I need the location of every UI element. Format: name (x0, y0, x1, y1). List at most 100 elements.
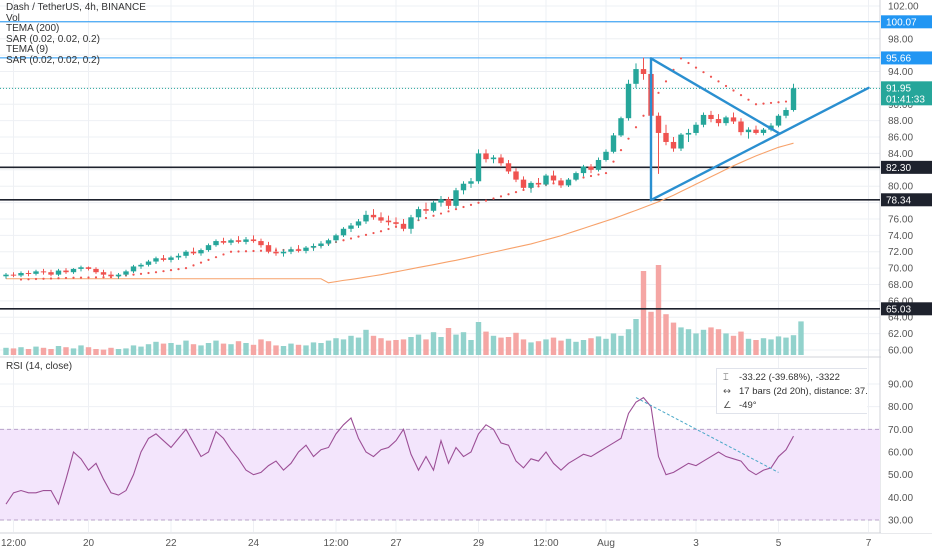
candle-body[interactable] (655, 115, 662, 133)
candle-body[interactable] (310, 245, 317, 248)
candle-body[interactable] (100, 272, 107, 275)
candle-body[interactable] (490, 157, 497, 160)
candle-body[interactable] (250, 239, 257, 242)
candle-body[interactable] (550, 175, 557, 181)
candle-body[interactable] (520, 179, 527, 188)
rsi-trend-measure-line[interactable] (635, 397, 779, 473)
candle-body[interactable] (85, 267, 92, 269)
candle-body[interactable] (145, 261, 152, 265)
candle-body[interactable] (483, 153, 489, 160)
candle-body[interactable] (198, 250, 204, 254)
candle-body[interactable] (295, 249, 302, 251)
legend-vol[interactable]: Vol (6, 12, 20, 24)
candle-body[interactable] (738, 121, 744, 133)
candle-body[interactable] (340, 228, 347, 236)
candle-body[interactable] (453, 190, 459, 206)
candle-body[interactable] (160, 258, 167, 260)
horizontal-levels[interactable] (0, 21, 880, 310)
candle-body[interactable] (760, 129, 767, 133)
candle-body[interactable] (708, 114, 714, 120)
candle-body[interactable] (325, 240, 332, 244)
candle-body[interactable] (205, 245, 212, 251)
candle-body[interactable] (595, 159, 602, 170)
candle-body[interactable] (385, 220, 392, 223)
candle-body[interactable] (348, 225, 354, 229)
candle-body[interactable] (10, 274, 17, 276)
candle-body[interactable] (633, 69, 639, 84)
candle-body[interactable] (220, 241, 227, 243)
candle-body[interactable] (63, 270, 69, 273)
candle-body[interactable] (625, 83, 632, 119)
candle-body[interactable] (355, 221, 362, 226)
candle-body[interactable] (775, 115, 782, 126)
candle-body[interactable] (663, 132, 669, 142)
legend-sar2[interactable]: SAR (0.02, 0.02, 0.2) (6, 54, 100, 66)
triangle-trendline[interactable] (649, 86, 870, 202)
candle-body[interactable] (138, 264, 144, 267)
candle-body[interactable] (400, 223, 407, 229)
candle-body[interactable] (3, 274, 9, 277)
candle-body[interactable] (213, 241, 219, 246)
candle-body[interactable] (130, 266, 137, 272)
candle-body[interactable] (93, 268, 99, 273)
trendlines[interactable] (649, 57, 870, 202)
candle-body[interactable] (123, 271, 129, 275)
candle-body[interactable] (108, 274, 114, 277)
legend-tema9[interactable]: TEMA (9) (6, 44, 49, 55)
candle-body[interactable] (588, 166, 594, 170)
candle-body[interactable] (580, 166, 587, 174)
candle-body[interactable] (468, 181, 474, 184)
candle-body[interactable] (603, 151, 609, 160)
candle-body[interactable] (243, 239, 249, 242)
candle-body[interactable] (678, 134, 684, 149)
candle-body[interactable] (33, 271, 39, 274)
candle-body[interactable] (48, 272, 54, 275)
candle-body[interactable] (610, 135, 617, 152)
candle-body[interactable] (543, 175, 549, 185)
candle-body[interactable] (318, 243, 324, 246)
candle-body[interactable] (18, 273, 24, 276)
rsi-title[interactable]: RSI (14, close) (6, 361, 73, 372)
candle-body[interactable] (303, 247, 309, 251)
candle-body[interactable] (363, 214, 369, 222)
candle-body[interactable] (55, 270, 62, 275)
candle-body[interactable] (423, 209, 429, 211)
candle-body[interactable] (700, 114, 707, 125)
candle-body[interactable] (685, 132, 692, 135)
candle-body[interactable] (528, 182, 534, 188)
triangle-trendline[interactable] (649, 57, 780, 135)
candle-body[interactable] (640, 69, 647, 74)
candle-body[interactable] (175, 255, 182, 258)
candle-body[interactable] (153, 258, 159, 262)
candle-body[interactable] (783, 110, 789, 116)
candle-body[interactable] (753, 129, 759, 133)
time-axis[interactable]: 12:00 20 22 24 12:00 27 29 12:00 Aug 3 5 7 (1, 538, 872, 549)
candle-body[interactable] (228, 240, 234, 243)
candle-body[interactable] (723, 117, 729, 124)
candle-body[interactable] (730, 117, 737, 122)
candle-body[interactable] (438, 199, 444, 203)
candle-body[interactable] (78, 267, 84, 269)
candle-body[interactable] (190, 251, 197, 254)
candle-body[interactable] (460, 183, 467, 191)
candle-body[interactable] (445, 199, 452, 206)
candle-body[interactable] (408, 217, 414, 229)
candle-body[interactable] (670, 141, 677, 149)
candle-body[interactable] (475, 153, 482, 182)
candle-body[interactable] (693, 124, 699, 133)
candle-body[interactable] (715, 119, 722, 124)
candle-body[interactable] (378, 217, 384, 221)
candle-body[interactable] (70, 268, 77, 273)
candle-body[interactable] (513, 171, 519, 180)
candle-body[interactable] (618, 118, 624, 136)
candle-body[interactable] (745, 129, 752, 133)
candle-body[interactable] (505, 163, 512, 172)
candle-body[interactable] (115, 274, 122, 277)
candle-body[interactable] (25, 273, 32, 275)
candle-body[interactable] (790, 88, 797, 111)
candle-body[interactable] (40, 271, 47, 273)
candle-body[interactable] (273, 251, 279, 254)
candle-body[interactable] (288, 249, 294, 252)
candle-body[interactable] (333, 235, 339, 241)
